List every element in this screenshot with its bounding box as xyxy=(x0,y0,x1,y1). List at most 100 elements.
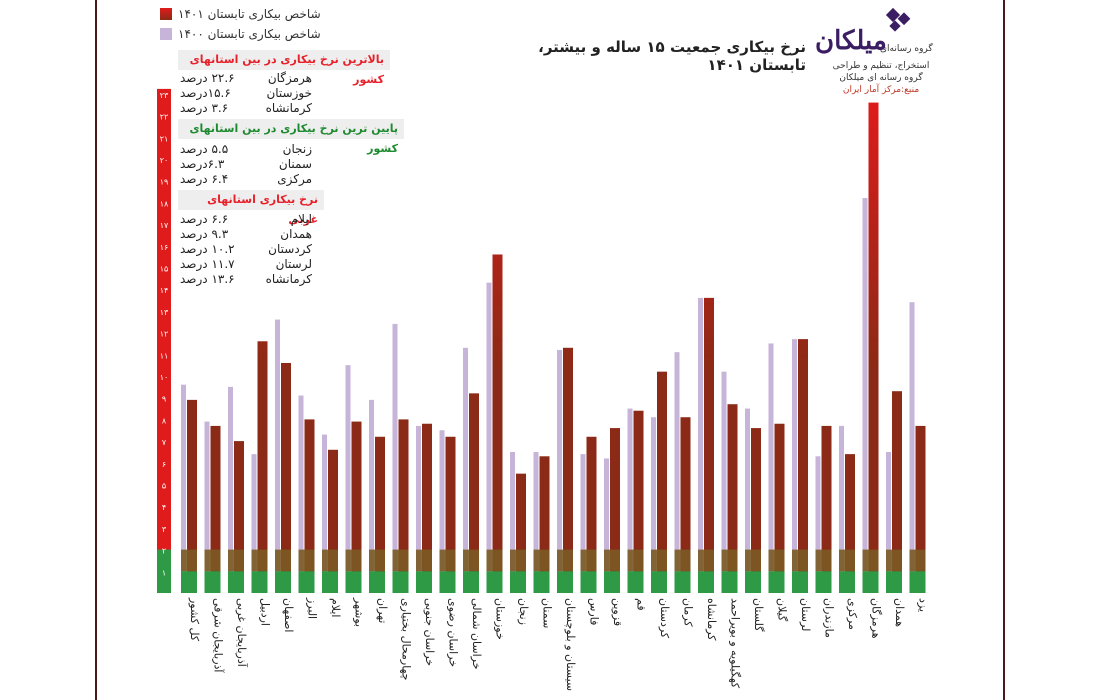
bar-band-olive xyxy=(228,549,244,572)
x-category-label: زنجان xyxy=(517,598,530,625)
panel-western-row: ۱۱.۷ درصد لرستان xyxy=(180,257,312,272)
y-tick-label: ۶ xyxy=(162,460,166,469)
y-tick-label: ۱۹ xyxy=(160,178,169,187)
bar-band-green xyxy=(510,571,526,593)
bar-band-green xyxy=(228,571,244,593)
panel-row-name: هرمزگان xyxy=(267,71,312,85)
bar-band-olive xyxy=(345,549,362,572)
x-category-label: یزد xyxy=(917,598,930,612)
bar-band-olive xyxy=(463,549,479,572)
panel-row-name: سمنان xyxy=(278,157,312,171)
bar-1400 xyxy=(698,297,703,593)
bar-1400 xyxy=(181,384,186,593)
bar-1401 xyxy=(798,339,808,593)
x-category-label: لرستان xyxy=(799,598,812,631)
panel-western-row: ۶.۶ درصد ایلام xyxy=(180,212,312,227)
bar-1401 xyxy=(563,347,573,593)
bar-band-olive xyxy=(839,549,855,572)
legend-item-previous: شاخص بیکاری تابستان ۱۴۰۰ xyxy=(160,24,321,44)
bar-1401 xyxy=(281,362,291,593)
panel-row-name: زنجان xyxy=(282,142,312,156)
y-tick-label: ۱۶ xyxy=(160,243,169,252)
bar-band-green xyxy=(392,571,409,593)
x-category-label: ایلام xyxy=(329,598,342,618)
bar-1400 xyxy=(886,451,891,593)
bar-1400 xyxy=(298,395,304,593)
bar-band-olive xyxy=(510,549,526,572)
x-category-label: آذربایجان شرقی xyxy=(212,598,226,673)
panel-western-row: ۱۳.۶ درصد کرمانشاه xyxy=(180,272,312,287)
bar-band-olive xyxy=(369,549,385,572)
panel-row-value: ۶.۳درصد xyxy=(180,157,225,171)
bar-band-green xyxy=(416,571,432,593)
bar-1401 xyxy=(657,371,667,593)
y-axis-strip-green xyxy=(157,549,171,593)
bar-band-green xyxy=(698,571,714,593)
y-tick-label: ۵ xyxy=(162,482,166,491)
logo-name: میلکان xyxy=(815,26,887,56)
frame-left-border xyxy=(95,0,97,700)
bar-1400 xyxy=(580,454,586,593)
y-tick-label: ۲۱ xyxy=(160,134,169,143)
bar-1400 xyxy=(322,434,327,593)
legend-label-previous: شاخص بیکاری تابستان ۱۴۰۰ xyxy=(178,27,321,41)
bar-band-green xyxy=(651,571,667,593)
bar-1401 xyxy=(774,423,785,593)
frame-right-border xyxy=(1003,0,1005,700)
x-category-label: قم xyxy=(635,598,648,611)
x-category-label: اردبیل xyxy=(259,598,272,626)
panel-row-value: ۶.۴ درصد xyxy=(180,172,229,186)
bar-1401 xyxy=(586,436,597,593)
bar-band-green xyxy=(886,571,902,593)
bar-1400 xyxy=(839,425,844,593)
bar-1400 xyxy=(439,430,445,593)
panel-row-value: ۱۱.۷ درصد xyxy=(180,257,235,271)
y-tick-label: ۲۰ xyxy=(160,156,169,165)
bar-1401 xyxy=(821,425,832,593)
bar-1400 xyxy=(275,319,280,593)
y-tick-label: ۸ xyxy=(162,416,167,425)
x-category-label: خراسان رضوی xyxy=(447,598,460,667)
panel-highest-title: بالاترین نرخ بیکاری در بین استانهای کشور xyxy=(178,50,390,86)
x-category-label: اصفهان xyxy=(282,598,295,632)
bar-1401 xyxy=(868,102,879,593)
bar-1401 xyxy=(445,436,456,593)
bar-1401 xyxy=(633,410,644,593)
bar-1401 xyxy=(187,399,197,593)
y-tick-label: ۱۵ xyxy=(160,265,169,274)
y-axis-strip xyxy=(157,88,171,594)
bar-1400 xyxy=(533,451,539,593)
y-tick-label: ۲۳ xyxy=(160,91,169,100)
x-category-label: سمنان xyxy=(541,598,554,628)
bar-band-green xyxy=(439,571,456,593)
panel-row-value: ۱۰.۲ درصد xyxy=(180,242,235,256)
panel-row-name: خوزستان xyxy=(266,86,312,100)
bar-1401 xyxy=(915,425,926,593)
bar-band-green xyxy=(204,571,221,593)
credit-source: منبع:مرکز آمار ایران xyxy=(842,85,920,95)
bar-band-green xyxy=(251,571,268,593)
bar-band-green xyxy=(815,571,832,593)
legend-swatch-previous xyxy=(160,28,172,40)
x-category-label: قزوین xyxy=(611,598,624,626)
chart-title: نرخ بیکاری جمعیت ۱۵ ساله و بیشتر، تابستا… xyxy=(538,38,806,74)
x-category-label: کهگیلویه و بویراحمد xyxy=(729,598,742,689)
x-category-label: مرکزی xyxy=(846,598,859,630)
y-tick-label: ۱۰ xyxy=(160,373,169,382)
chart-legend: شاخص بیکاری تابستان ۱۴۰۱ شاخص بیکاری تاب… xyxy=(160,4,321,44)
legend-label-current: شاخص بیکاری تابستان ۱۴۰۱ xyxy=(178,7,321,21)
x-category-label: هرمزگان xyxy=(870,598,883,639)
credits-block: استخراج، تنظیم و طراحی گروه رسانه ای میل… xyxy=(826,60,936,96)
x-category-label: خوزستان xyxy=(494,598,507,640)
bar-1400 xyxy=(557,349,562,593)
bar-band-green xyxy=(745,571,761,593)
panel-row-value: ۲۲.۶ درصد xyxy=(180,71,235,85)
bar-1400 xyxy=(815,456,821,593)
panel-row-name: همدان xyxy=(280,227,312,241)
bar-band-green xyxy=(557,571,573,593)
y-tick-label: ۱۳ xyxy=(160,308,169,317)
x-category-label: همدان xyxy=(893,598,906,627)
panel-row-name: کرمانشاه xyxy=(265,272,312,286)
bar-1401 xyxy=(328,449,338,593)
bar-1400 xyxy=(228,386,233,593)
